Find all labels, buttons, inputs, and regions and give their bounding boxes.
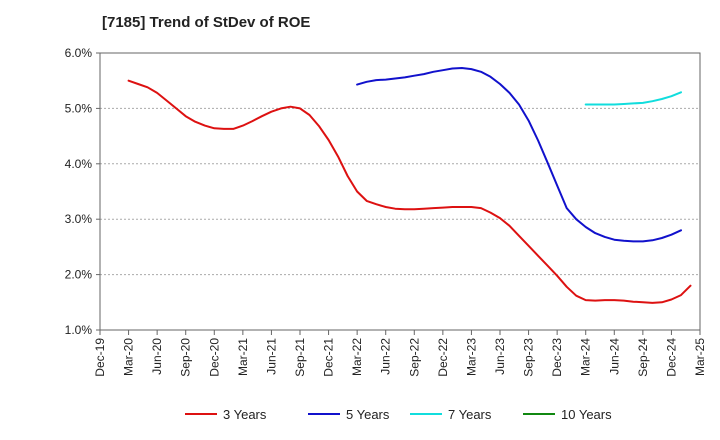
- legend-label-3-years: 3 Years: [223, 407, 267, 422]
- x-tick-label: Sep-23: [522, 338, 536, 377]
- x-tick-label: Jun-22: [379, 338, 393, 375]
- chart-title: [7185] Trend of StDev of ROE: [102, 14, 311, 31]
- x-tick-label: Dec-19: [93, 338, 107, 377]
- x-tick-label: Sep-22: [407, 338, 421, 377]
- series-line-3-years: [127, 79, 692, 304]
- x-tick-label: Jun-20: [150, 338, 164, 375]
- x-tick-label: Jun-23: [493, 338, 507, 375]
- legend: 3 Years 5 Years 7 Years 10 Years: [185, 407, 612, 422]
- plot-frame: [99, 52, 701, 331]
- y-tick-label: 6.0%: [65, 46, 93, 60]
- y-tick-label: 2.0%: [65, 268, 93, 282]
- legend-label-5-years: 5 Years: [346, 407, 390, 422]
- y-tick-label: 1.0%: [65, 323, 93, 337]
- y-tick-label: 3.0%: [65, 212, 93, 226]
- x-tick-label: Sep-24: [636, 338, 650, 377]
- x-tick-label: Mar-20: [122, 338, 136, 376]
- legend-label-7-years: 7 Years: [448, 407, 492, 422]
- series-line-7-years: [584, 91, 682, 106]
- x-tick-label: Dec-24: [664, 338, 678, 377]
- series-lines: [127, 67, 692, 304]
- x-tick-label: Jun-24: [607, 338, 621, 375]
- x-tick-label: Mar-22: [350, 338, 364, 376]
- x-tick-label: Jun-21: [264, 338, 278, 375]
- y-tick-label: 4.0%: [65, 157, 93, 171]
- y-tick-label: 5.0%: [65, 101, 93, 115]
- x-tick-label: Mar-21: [236, 338, 250, 376]
- x-tick-label: Sep-20: [179, 338, 193, 377]
- x-tick-label: Mar-23: [464, 338, 478, 376]
- x-tick-label: Dec-22: [436, 338, 450, 377]
- x-tick-label: Mar-25: [693, 338, 707, 376]
- x-tick-label: Mar-24: [579, 338, 593, 376]
- axes: 1.0% 2.0% 3.0% 4.0% 5.0% 6.0% Dec-19 Mar-20 Jun-…: [65, 46, 707, 377]
- legend-label-10-years: 10 Years: [561, 407, 612, 422]
- x-tick-label: Dec-23: [550, 338, 564, 377]
- series-line-5-years: [356, 67, 682, 243]
- x-tick-label: Sep-21: [293, 338, 307, 377]
- grid-lines: [100, 52, 700, 276]
- x-tick-label: Dec-20: [207, 338, 221, 377]
- x-tick-label: Dec-21: [322, 338, 336, 377]
